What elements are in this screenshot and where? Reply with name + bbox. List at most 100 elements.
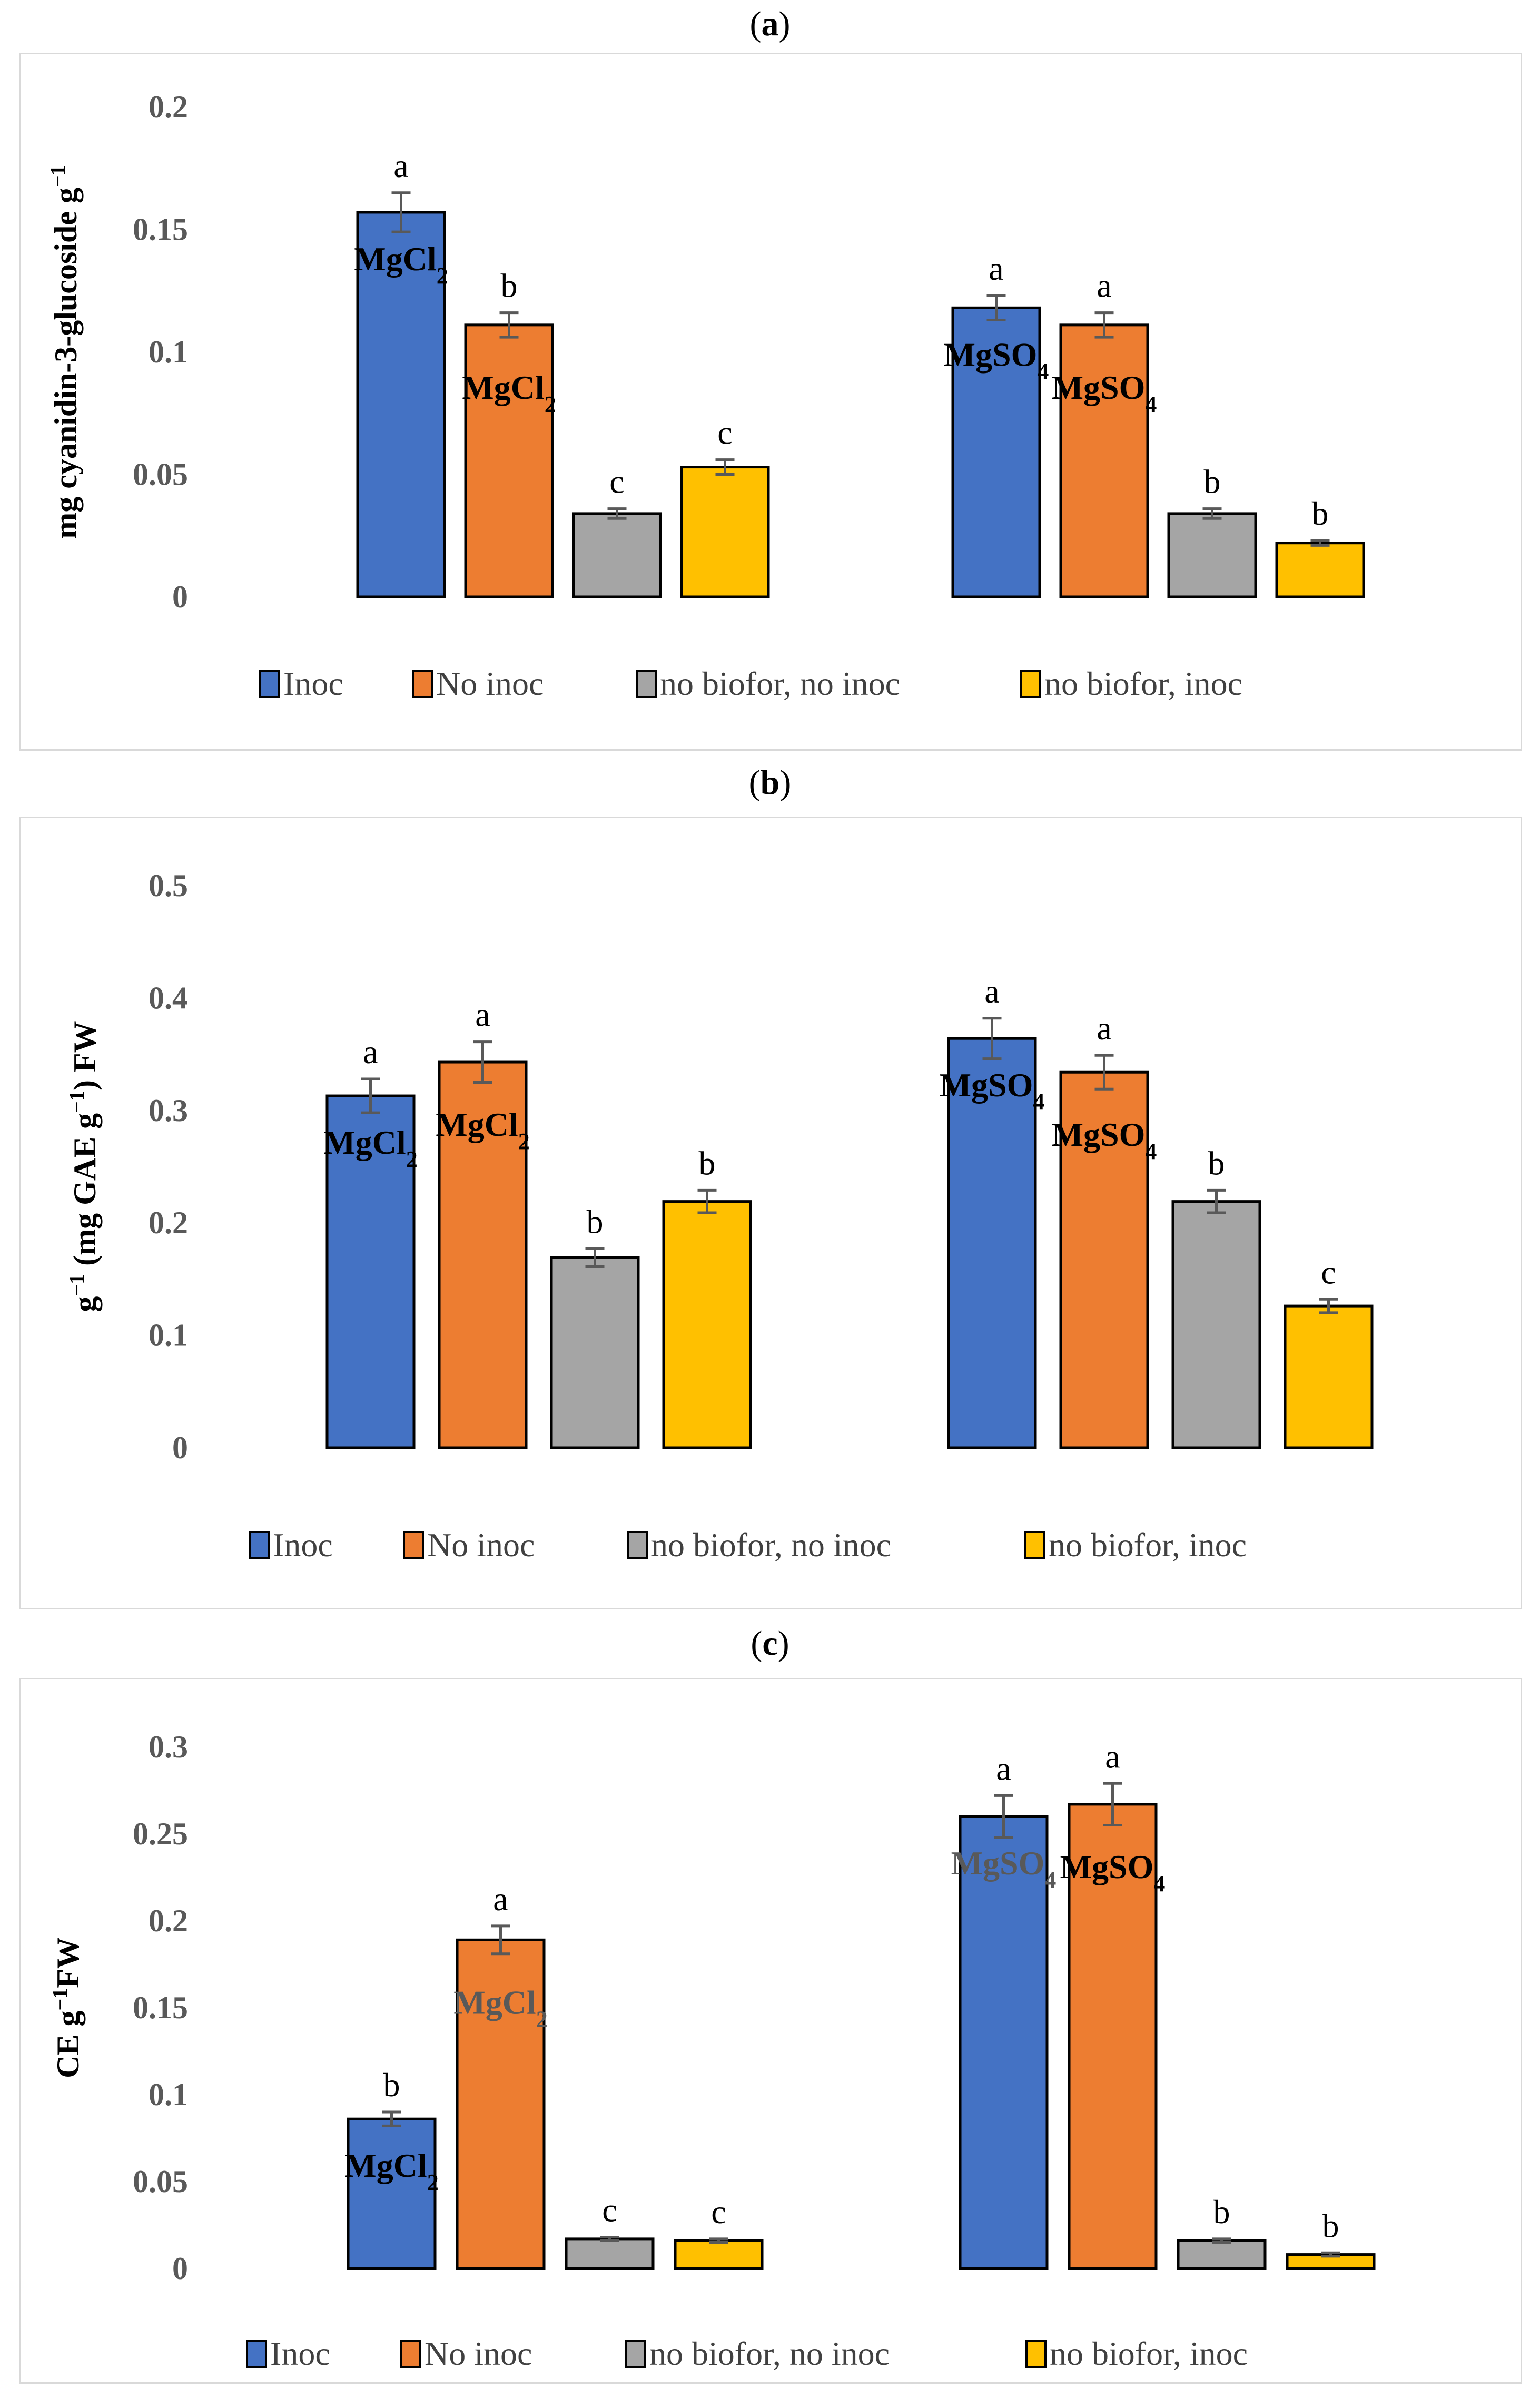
chart-a-ytick-label: 0.1: [149, 335, 188, 369]
chart-a-sig-letter-MgCl2-3: c: [717, 414, 732, 451]
panel-a-label-close: ): [778, 5, 791, 43]
chart-c-sig-letter-MgCl2-2: c: [602, 2192, 617, 2229]
chart-b-sig-letter-MgCl2-1: a: [475, 996, 490, 1034]
chart-a-sig-letter-MgSO4-2: b: [1204, 463, 1221, 500]
chart-a-box: 0 0.05 0.1 0.15 0.2 mg cyanidin-3-glucoside g…: [19, 53, 1522, 751]
chart-c-sig-letter-MgCl2-0: b: [383, 2066, 400, 2104]
chart-c-legend-label-0: Inoc: [270, 2335, 330, 2372]
chart-b-bar-MgCl2-3: [662, 1200, 752, 1449]
chart-c-salt-label: MgCl2: [453, 1983, 547, 2032]
chart-a-legend-swatch-3: [1020, 670, 1041, 698]
chart-c-salt-label: MgSO4: [951, 1844, 1057, 1893]
chart-c-sig-letter-MgSO4-0: a: [996, 1750, 1011, 1787]
chart-b-sig-letter-MgCl2-0: a: [363, 1033, 378, 1070]
chart-b-salt-label: MgCl2: [323, 1124, 417, 1172]
panel-a-label-letter: a: [761, 5, 779, 43]
chart-b-ylabel-text: g: [67, 1296, 102, 1312]
chart-a-bar-MgCl2-0: [356, 211, 446, 598]
chart-a-sig-letter-MgSO4-1: a: [1097, 267, 1111, 304]
chart-b-sig-letter-MgSO4-2: b: [1208, 1144, 1225, 1182]
chart-c-ytick-label: 0: [172, 2251, 188, 2286]
chart-a-legend-label-1: No inoc: [436, 665, 544, 702]
chart-b-legend-swatch-2: [627, 1531, 648, 1559]
chart-a-legend-swatch-0: [259, 670, 280, 698]
chart-c-salt-label: MgCl2: [344, 2147, 438, 2195]
chart-a-legend-label-0: Inoc: [283, 665, 343, 702]
chart-b-ytick-label: 0: [172, 1430, 188, 1465]
chart-b-ylabel: g−1 (mg GAE g−1) FW: [65, 1021, 103, 1312]
chart-b-sig-letter-MgCl2-3: b: [699, 1144, 716, 1182]
chart-c-ytick-label: 0.25: [133, 1816, 188, 1851]
chart-c-legend-swatch-2: [625, 2340, 646, 2368]
chart-b-ylabel-sup: −1: [65, 1274, 88, 1296]
chart-a-sig-letter-MgSO4-3: b: [1312, 495, 1329, 532]
chart-b-legend-label-0: Inoc: [273, 1526, 333, 1564]
chart-c-ytick-label: 0.05: [133, 2164, 188, 2199]
chart-a-legend-label-3: no biofor, inoc: [1044, 665, 1242, 702]
chart-b-sig-letter-MgSO4-3: c: [1321, 1253, 1336, 1291]
chart-c-sig-letter-MgSO4-1: a: [1105, 1737, 1120, 1775]
chart-a-sig-letter-MgCl2-1: b: [501, 267, 518, 304]
chart-a-salt-label: MgSO4: [944, 336, 1049, 384]
chart-c-legend-swatch-1: [400, 2340, 421, 2368]
chart-b-ytick-label: 0.2: [149, 1205, 188, 1240]
chart-b-bar-MgSO4-1: [1059, 1070, 1149, 1449]
panel-c-label-letter: c: [762, 1624, 778, 1663]
panel-a-label-open: (: [749, 5, 762, 43]
chart-b-sig-letter-MgSO4-0: a: [984, 972, 999, 1010]
chart-a-sig-letter-MgSO4-0: a: [989, 250, 1003, 287]
chart-a-salt-label: MgCl2: [462, 369, 556, 417]
panel-b-label: (b): [0, 763, 1540, 803]
chart-b-ytick-label: 0.5: [149, 868, 188, 903]
chart-b-bar-MgCl2-2: [550, 1256, 640, 1449]
panel-c-label: (c): [0, 1624, 1540, 1664]
chart-a-bar-MgCl2-3: [680, 466, 770, 598]
chart-a-ytick-label: 0.15: [133, 212, 188, 247]
chart-a-bar-MgSO4-2: [1167, 512, 1257, 598]
chart-b-ylabel-sup2: −1: [65, 1091, 88, 1113]
panel-a-label: (a): [0, 4, 1540, 44]
chart-a-ytick-label: 0: [172, 579, 188, 614]
chart-c-sig-letter-MgCl2-3: c: [711, 2193, 726, 2231]
chart-a-legend-swatch-2: [636, 670, 657, 698]
chart-a-sig-letter-MgCl2-2: c: [609, 463, 624, 500]
chart-b-legend-label-3: no biofor, inoc: [1049, 1526, 1247, 1564]
chart-c-ylabel-sup: −1: [48, 1988, 72, 2011]
chart-b-legend-swatch-3: [1024, 1531, 1045, 1559]
chart-b-bar-MgSO4-0: [947, 1037, 1037, 1449]
chart-c-sig-letter-MgSO4-3: b: [1322, 2207, 1339, 2244]
chart-b-legend-swatch-1: [403, 1531, 424, 1559]
chart-a-ytick-label: 0.05: [133, 457, 188, 492]
chart-b-salt-label: MgCl2: [436, 1106, 529, 1154]
chart-a-bar-MgCl2-2: [572, 512, 662, 598]
chart-c-ylabel: CE g−1FW: [48, 1937, 86, 2078]
chart-a-salt-label: MgCl2: [354, 240, 448, 289]
chart-b-sig-letter-MgCl2-2: b: [587, 1203, 604, 1240]
chart-a-bar-MgSO4-1: [1059, 323, 1149, 598]
chart-c: 0 0.05 0.1 0.15 0.2 0.25 0.3 CE g−1FW b a c c a a b b Mg…: [48, 1730, 1376, 2372]
chart-c-ytick-label: 0.3: [149, 1730, 188, 1764]
chart-c-bar-MgSO4-1: [1068, 1803, 1158, 2270]
chart-a-bar-MgCl2-1: [464, 323, 554, 598]
chart-c-box: 0 0.05 0.1 0.15 0.2 0.25 0.3 CE g−1FW b a c c a a b b Mg…: [19, 1678, 1522, 2384]
chart-b: 00.10.20.30.40.5g−1 (mg GAE g−1) FW aabba…: [65, 868, 1374, 1564]
chart-c-salt-label: MgSO4: [1060, 1848, 1166, 1897]
chart-c-legend-label-2: no biofor, no inoc: [649, 2335, 890, 2372]
chart-b-bar-MgCl2-1: [438, 1060, 528, 1449]
chart-b-salt-label: MgSO4: [940, 1066, 1045, 1115]
chart-c-ytick-label: 0.2: [149, 1903, 188, 1938]
chart-a: 0 0.05 0.1 0.15 0.2 mg cyanidin-3-glucoside g…: [46, 90, 1365, 702]
chart-b-legend-label-2: no biofor, no inoc: [651, 1526, 891, 1564]
panel-b-label-letter: b: [760, 763, 780, 802]
chart-a-ytick-label: 0.2: [149, 90, 188, 124]
chart-a-ylabel: mg cyanidin-3-glucoside g−1: [46, 165, 84, 539]
chart-b-ylabel-end: ) FW: [67, 1021, 102, 1091]
panel-c-label-open: (: [751, 1624, 763, 1663]
chart-c-bar-MgSO4-2: [1177, 2239, 1267, 2270]
chart-a-legend-label-2: no biofor, no inoc: [660, 665, 900, 702]
panel-c-label-close: ): [777, 1624, 789, 1663]
chart-c-ylabel-end: FW: [51, 1937, 85, 1988]
chart-b-bar-MgSO4-3: [1284, 1304, 1374, 1449]
chart-b-ylabel-mid: (mg GAE g: [67, 1113, 102, 1274]
panel-b-label-open: (: [748, 763, 761, 802]
